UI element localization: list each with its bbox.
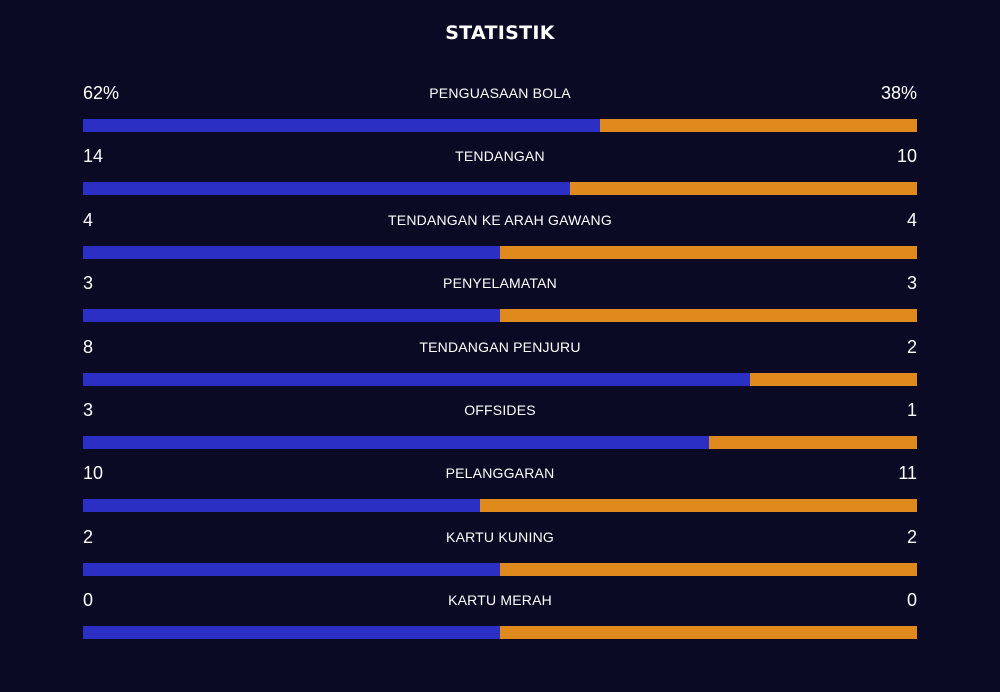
away-value: 10 <box>896 146 917 167</box>
home-value: 3 <box>83 399 94 420</box>
home-bar-segment <box>83 119 601 132</box>
stat-row: 3 PENYELAMATAN 3 <box>83 270 917 296</box>
stat-corners: 8 TENDANGAN PENJURU 2 <box>83 334 917 397</box>
home-value: 0 <box>83 590 94 611</box>
stat-label: TENDANGAN PENJURU <box>419 338 581 355</box>
home-bar-segment <box>83 182 570 196</box>
stat-row: 3 OFFSIDES 1 <box>83 397 917 423</box>
away-bar-segment <box>750 372 917 386</box>
away-bar-segment <box>600 119 917 132</box>
stat-label: KARTU KUNING <box>446 528 554 545</box>
home-bar-segment <box>83 372 751 386</box>
stat-fouls: 10 PELANGGARAN 11 <box>83 460 917 523</box>
comparison-bar <box>83 245 917 259</box>
away-value: 1 <box>906 399 917 420</box>
stats-list: 62% PENGUASAAN BOLA 38% 14 TENDANGAN 10 <box>83 80 917 651</box>
stat-label: TENDANGAN KE ARAH GAWANG <box>388 211 612 228</box>
stat-row: 14 TENDANGAN 10 <box>83 143 917 169</box>
away-value: 2 <box>906 526 917 547</box>
home-bar-segment <box>83 499 481 513</box>
home-value: 8 <box>83 336 94 357</box>
home-value: 14 <box>83 146 104 167</box>
home-bar-segment <box>83 562 500 576</box>
comparison-bar <box>83 562 917 576</box>
stat-label: PENYELAMATAN <box>443 275 557 292</box>
stat-possession: 62% PENGUASAAN BOLA 38% <box>83 80 917 143</box>
stat-saves: 3 PENYELAMATAN 3 <box>83 270 917 333</box>
comparison-bar <box>83 309 917 323</box>
stat-label: KARTU MERAH <box>448 592 552 609</box>
stat-row: 4 TENDANGAN KE ARAH GAWANG 4 <box>83 207 917 233</box>
away-bar-segment <box>500 245 917 259</box>
away-value: 11 <box>898 463 917 484</box>
stat-label: PELANGGARAN <box>445 465 555 482</box>
stat-row: 0 KARTU MERAH 0 <box>83 587 917 613</box>
away-bar-segment <box>500 626 917 640</box>
comparison-bar <box>83 372 917 386</box>
home-value: 2 <box>83 526 94 547</box>
away-value: 4 <box>906 209 917 230</box>
away-value: 3 <box>906 273 917 294</box>
comparison-bar <box>83 499 917 513</box>
home-value: 4 <box>83 209 94 230</box>
home-value: 62% <box>83 83 120 103</box>
home-bar-segment <box>83 626 500 640</box>
away-bar-segment <box>500 562 917 576</box>
home-value: 3 <box>83 273 94 294</box>
stat-offsides: 3 OFFSIDES 1 <box>83 397 917 460</box>
away-value: 2 <box>906 336 917 357</box>
away-bar-segment <box>569 182 917 196</box>
stat-row: 8 TENDANGAN PENJURU 2 <box>83 334 917 360</box>
away-value: 0 <box>906 590 917 611</box>
comparison-bar <box>83 435 917 449</box>
comparison-bar <box>83 119 917 132</box>
home-bar-segment <box>83 309 500 323</box>
stat-shots-on-target: 4 TENDANGAN KE ARAH GAWANG 4 <box>83 207 917 270</box>
stat-yellow-cards: 2 KARTU KUNING 2 <box>83 524 917 587</box>
home-value: 10 <box>83 463 104 484</box>
home-bar-segment <box>83 245 500 259</box>
stat-row: 2 KARTU KUNING 2 <box>83 524 917 550</box>
comparison-bar <box>83 626 917 640</box>
away-bar-segment <box>480 499 917 513</box>
stat-label: PENGUASAAN BOLA <box>429 85 571 101</box>
stat-shots: 14 TENDANGAN 10 <box>83 143 917 206</box>
away-bar-segment <box>500 309 917 323</box>
away-bar-segment <box>708 435 917 449</box>
away-value: 38% <box>880 83 917 103</box>
stat-row: 10 PELANGGARAN 11 <box>83 460 917 486</box>
stat-label: TENDANGAN <box>455 148 545 165</box>
comparison-bar <box>83 182 917 196</box>
home-bar-segment <box>83 435 709 449</box>
stat-red-cards: 0 KARTU MERAH 0 <box>83 587 917 650</box>
stat-row: 62% PENGUASAAN BOLA 38% <box>83 80 917 106</box>
panel-title: STATISTIK <box>445 22 555 44</box>
stat-label: OFFSIDES <box>464 401 536 418</box>
